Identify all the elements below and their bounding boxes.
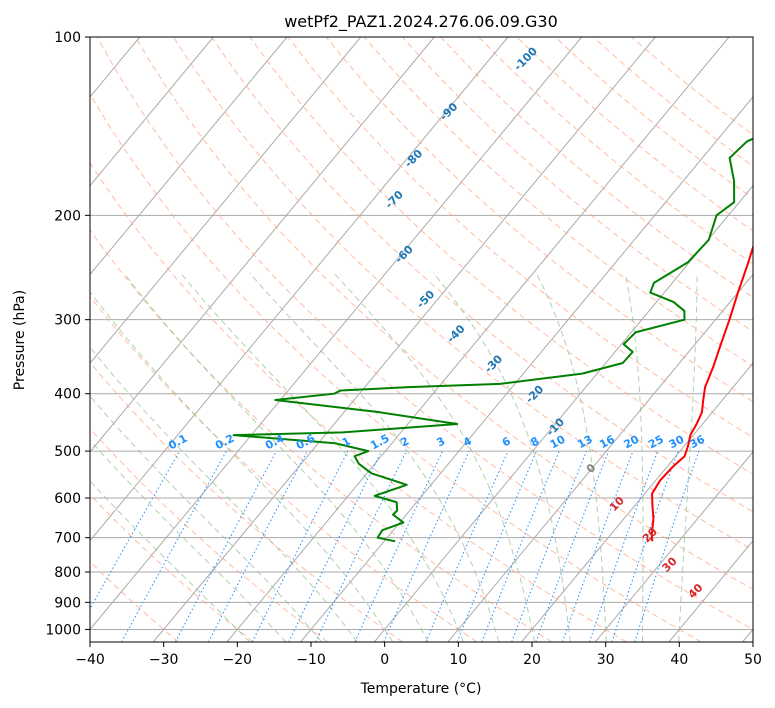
x-tick-label: −30 [149,652,179,668]
moist-adiabat [678,272,698,642]
mixing-ratio-line [481,450,560,642]
x-tick-label: 0 [380,652,389,668]
mixing-ratio-line [456,450,538,642]
moist-adiabat [123,272,429,642]
moist-adiabat [90,346,358,642]
mixing-ratio-label: 10 [548,433,568,452]
isotherm-gridline [594,451,753,642]
y-tick-label: 500 [54,444,81,460]
background-lines [90,37,753,642]
chart-title: wetPf2_PAZ1.2024.276.06.09.G30 [284,12,558,32]
mixing-ratio-line [174,450,277,642]
mixing-ratio-line [588,450,659,642]
moist-adiabat [535,272,607,642]
mixing-ratio-line [511,450,588,642]
mixing-ratio-line [561,450,634,642]
mixing-ratio-line [425,450,509,642]
dry-adiabat [90,93,702,642]
plot-frame [89,36,754,643]
isotherm-gridline [521,362,753,642]
mixing-ratio-line [383,450,470,642]
dry-adiabat [90,161,627,642]
mixing-ratio-label: 20 [622,433,642,452]
mixing-ratio-line [121,450,227,642]
isotherm-gridline [90,37,362,364]
moist-adiabat [90,439,287,642]
y-tick-label: 800 [54,565,81,581]
mixing-ratio-label: 30 [667,433,687,452]
moist-adiabat [432,272,571,642]
dewpoint-profile-line [232,137,753,543]
x-tick-label: 30 [597,652,615,668]
y-tick-label: 300 [54,313,81,329]
x-tick-label: 40 [670,652,688,668]
x-tick-label: 20 [523,652,541,668]
mixing-ratio-label: 36 [687,433,707,452]
moist-adiabat [90,480,251,642]
y-tick-label: 700 [54,531,81,547]
mixing-ratio-label: 25 [646,433,666,452]
dry-adiabat [90,560,179,642]
plot-background [90,37,753,642]
isotherm-gridline [226,37,730,642]
x-axis: −40 −30 −20 −10 0 10 20 30 40 50 [75,642,762,668]
x-tick-label: −10 [296,652,326,668]
dry-adiabat [363,37,753,367]
dry-adiabat [325,37,753,403]
mixing-ratio-label: 13 [575,433,595,452]
moist-adiabat [333,272,536,642]
isotherm-gridline [90,37,583,631]
series-layer [232,137,753,543]
x-tick-label: 50 [744,652,762,668]
y-tick-label: 100 [54,30,81,46]
y-tick-label: 400 [54,387,81,403]
dry-adiabat [402,37,753,333]
y-tick-label: 900 [54,595,81,611]
isotherm-gridline [90,37,214,187]
isotherm-gridline [90,37,288,276]
mixing-ratio-line [535,450,610,642]
isotherm-gridline [90,37,509,542]
mixing-ratio-line [90,450,180,610]
x-tick-label: 10 [449,652,467,668]
y-tick-label: 200 [54,208,81,224]
y-axis-label: Pressure (hPa) [12,290,28,390]
mixing-ratio-line [634,450,700,642]
isotherm-gridline [373,184,753,642]
mixing-ratio-line [611,450,679,642]
y-axis: 100 200 300 400 500 600 700 800 900 1000 [45,30,90,638]
dry-adiabat [90,295,478,642]
mixing-ratio-label: 16 [597,433,617,452]
x-tick-label: −40 [75,652,105,668]
temperature-profile-line [650,243,753,542]
isotherm-gridline [90,37,435,453]
mixing-ratio-line [251,450,349,642]
moist-adiabat [624,272,644,642]
dry-adiabat [90,361,403,642]
y-tick-label: 600 [54,491,81,507]
isotherm-gridline [447,273,753,642]
moist-adiabat [90,291,394,642]
y-tick-label: 1000 [45,622,81,638]
x-axis-label: Temperature (°C) [360,681,482,697]
x-tick-label: −20 [223,652,253,668]
moist-adiabat [248,272,500,642]
isotherm-gridline [152,37,656,642]
